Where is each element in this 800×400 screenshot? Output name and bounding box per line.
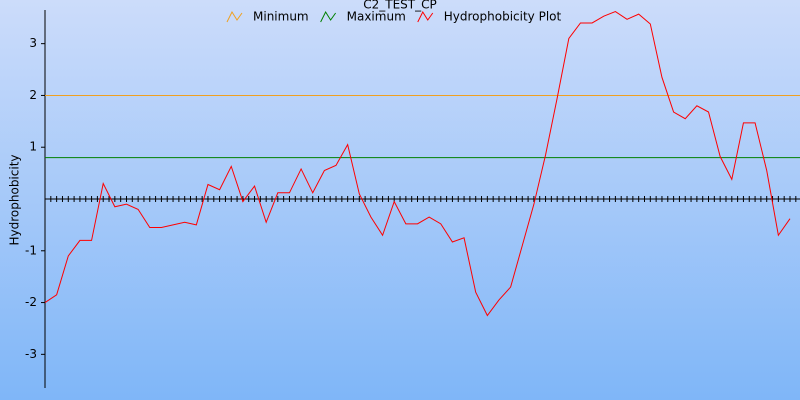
legend-icon [417, 10, 434, 23]
y-tick-label: -3 [25, 347, 37, 361]
data-line [44, 10, 791, 317]
legend-icon [226, 10, 243, 23]
y-axis-label: Hydrophobicity [8, 154, 22, 245]
y-tick-label: 3 [29, 36, 37, 50]
chart-title: C2_TEST_CP [363, 0, 437, 12]
y-tick-label: 2 [29, 88, 37, 102]
legend-label: Maximum [347, 10, 406, 24]
legend-label: Hydrophobicity Plot [444, 10, 562, 24]
legend-label: Minimum [253, 10, 309, 24]
y-tick-label: 1 [29, 140, 37, 154]
y-tick-label: -2 [25, 295, 37, 309]
y-tick-label: -1 [25, 243, 37, 257]
legend-icon [320, 10, 337, 23]
